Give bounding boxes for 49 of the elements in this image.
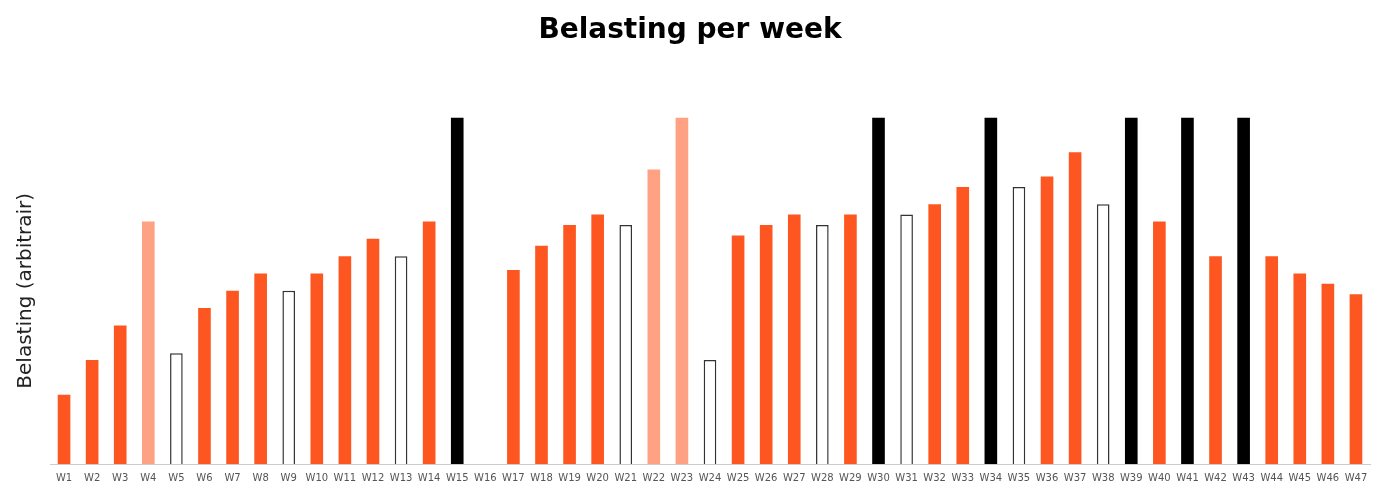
x-tick-label: W14 — [417, 471, 441, 483]
x-tick-label: W10 — [305, 471, 329, 483]
x-tick-label: W43 — [1232, 471, 1255, 483]
x-tick-label: W2 — [84, 471, 101, 483]
x-tick-label: W36 — [1035, 471, 1059, 483]
y-axis-title: Belasting (arbitrair) — [12, 192, 37, 389]
x-tick-label: W18 — [530, 471, 553, 483]
x-tick-label: W5 — [168, 471, 185, 483]
x-tick-label: W23 — [670, 471, 694, 483]
x-tick-label: W37 — [1063, 471, 1087, 483]
x-tick-label: W32 — [923, 471, 946, 483]
x-tick-label: W6 — [196, 471, 213, 483]
x-tick-label: W30 — [867, 471, 890, 483]
chart-title: Belasting per week — [538, 12, 843, 46]
x-tick-label: W20 — [586, 471, 609, 483]
x-tick-label: W44 — [1260, 471, 1284, 483]
x-tick-label: W45 — [1288, 471, 1312, 483]
x-tick-label: W27 — [782, 471, 806, 483]
x-tick-label: W40 — [1148, 471, 1171, 483]
x-tick-label: W1 — [55, 471, 73, 483]
x-tick-label: W13 — [389, 471, 413, 483]
x-tick-label: W19 — [558, 471, 581, 483]
x-tick-label: W7 — [224, 471, 241, 483]
x-tick-label: W12 — [361, 471, 385, 483]
x-tick-label: W39 — [1119, 471, 1143, 483]
x-tick-label: W3 — [112, 471, 129, 483]
x-tick-label: W35 — [1007, 471, 1031, 483]
x-tick-label: W26 — [754, 471, 778, 483]
x-tick-label: W46 — [1316, 471, 1340, 483]
x-tick-label: W16 — [474, 471, 497, 483]
x-tick-label: W42 — [1204, 471, 1227, 483]
x-tick-label: W28 — [811, 471, 834, 483]
x-tick-label: W24 — [698, 471, 722, 483]
x-tick-label: W17 — [502, 471, 525, 483]
x-tick-label: W4 — [140, 471, 157, 483]
x-tick-label: W15 — [445, 471, 469, 483]
x-tick-label: W21 — [614, 471, 638, 483]
x-tick-label: W25 — [726, 471, 750, 483]
x-tick-label: W38 — [1091, 471, 1115, 483]
x-tick-label: W47 — [1344, 471, 1368, 483]
x-tick-label: W31 — [895, 471, 918, 483]
x-tick-label: W8 — [252, 471, 269, 483]
x-tick-label: W33 — [951, 471, 975, 483]
x-tick-label: W9 — [280, 471, 297, 483]
x-tick-label: W22 — [642, 471, 666, 483]
x-tick-label: W41 — [1176, 471, 1199, 483]
x-tick-label: W11 — [333, 471, 357, 483]
x-tick-label: W29 — [839, 471, 862, 483]
x-tick-label: W34 — [979, 471, 1003, 483]
